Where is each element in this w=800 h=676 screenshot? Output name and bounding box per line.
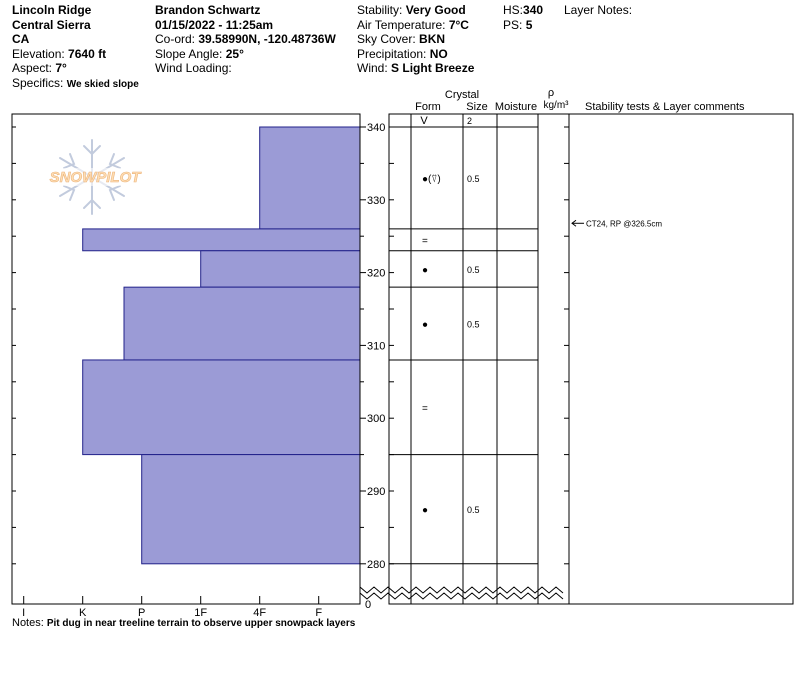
- form-header: Form: [415, 101, 441, 113]
- air-temperature: Air Temperature: 7°C: [357, 17, 469, 32]
- stability-test-label: CT24, RP @326.5cm: [586, 219, 662, 228]
- elevation: Elevation: 7640 ft: [12, 46, 107, 61]
- precipitation: Precipitation: NO: [357, 46, 448, 61]
- moisture-header: Moisture: [495, 101, 537, 113]
- height-tick-label: 320: [367, 268, 385, 280]
- height-axis-ticks: 280 290 300 310 320 330 340: [12, 122, 569, 571]
- height-tick-label: 300: [367, 413, 385, 425]
- layer-form: ●: [422, 265, 428, 276]
- header-heights: HS:340 PS: 5: [503, 3, 543, 32]
- location-name: Lincoln Ridge: [12, 3, 92, 17]
- stability-tests: CT24, RP @326.5cm: [571, 219, 662, 228]
- hardness-bar: [123, 286, 361, 361]
- state: CA: [12, 32, 30, 46]
- layer-form: =: [422, 403, 428, 414]
- header-observer-info: Brandon Schwartz 01/15/2022 - 11:25am Co…: [155, 3, 336, 76]
- hardness-bar: [200, 250, 361, 288]
- notes-text: Pit dug in near treeline terrain to obse…: [46, 618, 356, 629]
- hardness-tick-label: 1F: [194, 607, 207, 619]
- pit-score: PS: 5: [503, 17, 533, 32]
- snowpilot-logo: SNOWPILOT: [36, 139, 154, 215]
- layer-size: 0.5: [467, 174, 480, 184]
- hardness-tick-label: I: [22, 607, 25, 619]
- hardness-bars: [82, 126, 361, 565]
- density-unit-header: kg/m³: [544, 100, 570, 111]
- layer-form: ●(⍢): [422, 174, 441, 185]
- hardness-tick-label: F: [315, 607, 322, 619]
- hardness-bar: [82, 228, 361, 252]
- height-tick-label: 280: [367, 559, 385, 571]
- size-header: Size: [466, 101, 487, 113]
- layer-table-frame: [388, 113, 570, 605]
- layer-cells: V 2 ●(⍢) 0.5 = ● 0.5 ● 0.5 = ● 0.5: [420, 115, 479, 516]
- wind: Wind: S Light Breeze: [357, 61, 475, 75]
- layer-size: 0.5: [467, 505, 480, 515]
- layer-form: ●: [422, 320, 428, 331]
- height-axis-bottom-label: 0: [365, 599, 371, 611]
- hardness-ticks: I K P 1F 4F F: [22, 596, 322, 619]
- wind-loading: Wind Loading:: [155, 61, 232, 75]
- coordinates: Co-ord: 39.58990N, -120.48736W: [155, 32, 336, 46]
- hardness-tick-label: K: [79, 607, 87, 619]
- aspect: Aspect: 7°: [12, 61, 67, 75]
- height-tick-label: 330: [367, 195, 385, 207]
- slope-angle: Slope Angle: 25°: [155, 46, 244, 61]
- surface-size: 2: [467, 116, 472, 126]
- axis-break-zigzag: [359, 586, 564, 600]
- density-rho-header: ρ: [548, 87, 554, 99]
- notes-label: Notes:: [12, 617, 44, 629]
- layer-size: 0.5: [467, 265, 480, 275]
- layer-form: ●: [422, 505, 428, 516]
- region: Central Sierra: [12, 17, 91, 32]
- sky-cover: Sky Cover: BKN: [357, 32, 446, 46]
- notes: Notes: Pit dug in near treeline terrain …: [12, 617, 355, 629]
- surface-form: V: [420, 115, 428, 127]
- observer-name: Brandon Schwartz: [155, 3, 261, 17]
- header-site-info: Lincoln Ridge Central Sierra CA Elevatio…: [12, 3, 139, 90]
- specifics: Specifics: We skied slope: [12, 75, 139, 90]
- hardness-bar: [259, 126, 361, 230]
- hardness-bar: [82, 359, 361, 456]
- header-conditions: Stability: Very Good Air Temperature: 7°…: [357, 3, 474, 76]
- hardness-bar: [141, 454, 361, 565]
- stability: Stability: Very Good: [357, 3, 466, 17]
- layer-form: =: [422, 236, 428, 247]
- stability-column-frame: [568, 113, 794, 605]
- layer-boundaries: [389, 126, 538, 565]
- layer-size: 0.5: [467, 320, 480, 330]
- height-tick-label: 310: [367, 340, 385, 352]
- stability-test-arrowhead: [571, 219, 577, 227]
- crystal-header: Crystal: [445, 89, 479, 101]
- height-tick-label: 340: [367, 122, 385, 134]
- hardness-tick-label: P: [138, 607, 145, 619]
- layer-notes-label: Layer Notes:: [564, 3, 633, 17]
- hardness-tick-label: 4F: [253, 607, 266, 619]
- stability-header: Stability tests & Layer comments: [585, 101, 745, 113]
- height-tick-label: 290: [367, 486, 385, 498]
- logo-text: SNOWPILOT: [50, 169, 143, 186]
- snow-height: HS:340: [503, 3, 544, 17]
- observation-datetime: 01/15/2022 - 11:25am: [155, 17, 274, 32]
